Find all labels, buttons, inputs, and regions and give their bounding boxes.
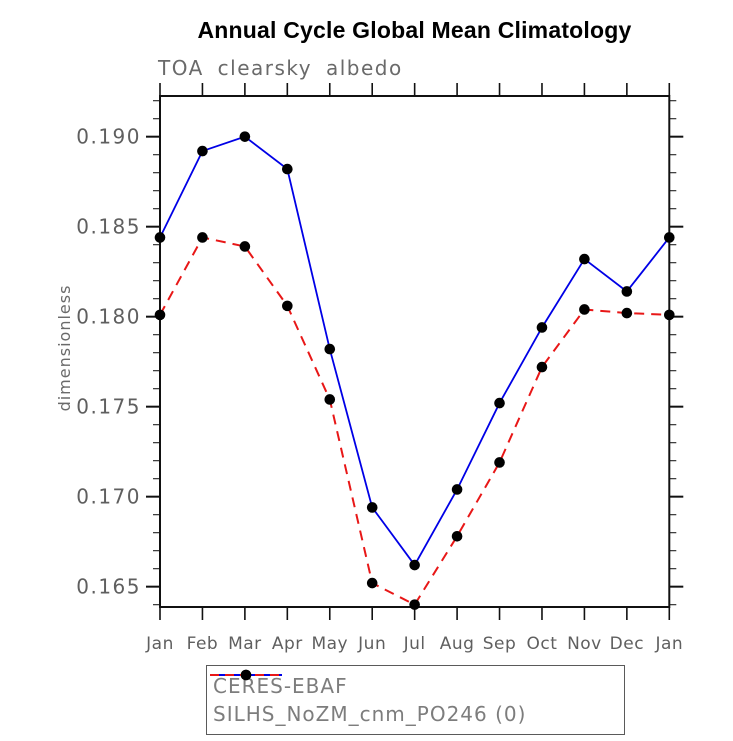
x-tick-label: Oct [527, 634, 558, 654]
data-point-marker [664, 309, 675, 321]
x-tick-label: Mar [228, 634, 262, 654]
data-point-marker [197, 232, 208, 243]
legend-swatch-dashed-line [210, 669, 282, 681]
x-tick-label: Jan [145, 634, 174, 654]
x-tick-label: Sep [483, 634, 517, 654]
y-tick-label: 0.165 [76, 575, 141, 599]
legend-label-ceres: CERES-EBAF [213, 674, 348, 698]
data-point-marker [324, 343, 336, 355]
data-point-marker [154, 309, 166, 321]
x-tick-label: Aug [440, 634, 475, 654]
data-point-marker [366, 502, 378, 513]
data-point-marker [621, 286, 633, 297]
data-point-marker [282, 300, 293, 312]
data-point-marker [664, 232, 675, 243]
data-point-marker [451, 484, 463, 495]
data-point-marker [579, 304, 590, 315]
chart-subtitle: TOA clearsky albedo [158, 56, 403, 80]
y-tick-label: 0.175 [76, 395, 141, 419]
data-point-marker [579, 253, 590, 265]
series-line-1 [159, 236, 670, 606]
data-point-marker [366, 577, 378, 589]
chart-title: Annual Cycle Global Mean Climatology [197, 17, 632, 43]
axis-labels: Jan Feb Mar Apr May Jun Jul Aug Sep Oct Nov Dec Jan 0… [76, 125, 683, 654]
x-tick-label: Nov [567, 634, 602, 654]
legend-marker-dot [240, 669, 252, 681]
data-point-marker [621, 307, 633, 319]
x-tick-label: May [311, 634, 348, 654]
data-point-marker [154, 232, 166, 243]
data-point-marker [409, 599, 420, 610]
data-point-marker [494, 457, 505, 468]
x-tick-label: Feb [187, 634, 219, 654]
data-point-marker [324, 394, 336, 405]
x-tick-label: Jul [403, 634, 426, 654]
data-point-marker [239, 241, 251, 252]
y-tick-label: 0.185 [76, 215, 141, 239]
data-point-marker [409, 559, 420, 571]
data-point-marker [451, 530, 463, 542]
data-point-marker [536, 361, 548, 373]
data-point-marker [536, 322, 548, 333]
y-tick-label: 0.180 [76, 305, 141, 329]
y-tick-label: 0.190 [76, 125, 141, 149]
legend-box: CERES-EBAF SILHS_NoZM_cnm_PO246 (0) [206, 665, 625, 735]
x-tick-label: Apr [272, 634, 303, 654]
x-tick-label: Jan [654, 634, 683, 654]
data-point-marker [239, 131, 251, 142]
plot-frame [159, 95, 671, 608]
data-point-marker [197, 145, 208, 157]
legend-label-silhs: SILHS_NoZM_cnm_PO246 (0) [213, 702, 527, 726]
legend-item-silhs: SILHS_NoZM_cnm_PO246 (0) [210, 669, 624, 728]
x-tick-label: Dec [610, 634, 644, 654]
data-point-marker [282, 163, 293, 175]
axis-ticks [146, 83, 684, 620]
x-tick-label: Jun [357, 634, 386, 654]
series-line-0 [159, 135, 671, 567]
y-axis-title: dimensionless [55, 285, 74, 412]
y-tick-label: 0.170 [76, 485, 141, 509]
data-point-marker [494, 397, 505, 409]
data-series [154, 131, 675, 610]
